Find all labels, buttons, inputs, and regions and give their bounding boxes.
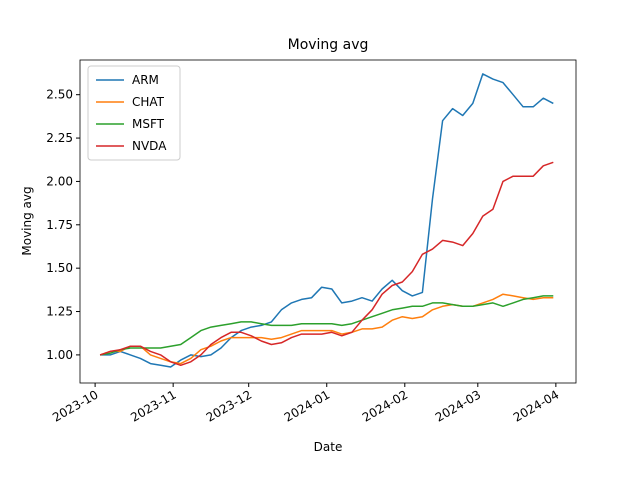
series-line: [99, 161, 554, 367]
x-tick-label: 2024-04: [511, 387, 561, 424]
x-tick-label: 2023-10: [50, 387, 100, 424]
legend-box: [87, 65, 181, 161]
legend-label: MSFT: [132, 117, 165, 131]
x-tick-label: 2024-01: [282, 387, 332, 424]
chart-title: Moving avg: [288, 37, 369, 53]
y-tick-label: 2.00: [46, 174, 73, 188]
legend-label: NVDA: [132, 139, 167, 153]
series-line: [99, 293, 554, 365]
y-tick-label: 1.25: [46, 305, 73, 319]
legend-label: ARM: [132, 73, 159, 87]
y-tick-label: 1.50: [46, 261, 73, 275]
y-axis-label: Moving avg: [20, 186, 34, 255]
x-tick-label: 2024-02: [360, 387, 410, 424]
series-line: [99, 295, 554, 356]
y-tick-label: 1.00: [46, 348, 73, 362]
x-tick-label: 2023-11: [128, 387, 178, 424]
axes-frame: [79, 59, 577, 384]
x-axis-label: Date: [314, 440, 343, 454]
x-tick-label: 2023-12: [204, 387, 254, 424]
x-tick-label: 2024-03: [433, 387, 483, 424]
y-tick-label: 2.50: [46, 88, 73, 102]
legend-label: CHAT: [132, 95, 165, 109]
y-tick-label: 1.75: [46, 218, 73, 232]
y-tick-label: 2.25: [46, 131, 73, 145]
